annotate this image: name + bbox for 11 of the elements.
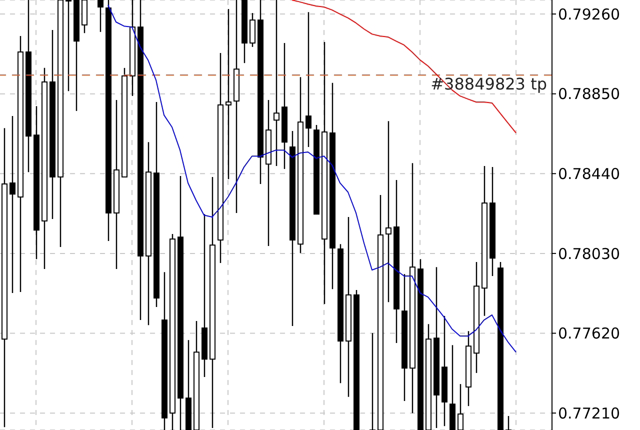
candlestick xyxy=(386,120,392,303)
y-tick-label: 0.79260 xyxy=(558,5,620,24)
y-tick-label: 0.78030 xyxy=(558,244,620,263)
candlestick xyxy=(306,11,312,148)
candlestick xyxy=(10,115,16,294)
y-tick-label: 0.78850 xyxy=(558,85,620,104)
candlestick xyxy=(98,0,104,33)
candlestick xyxy=(250,12,256,48)
y-tick-label: 0.77620 xyxy=(558,324,620,343)
y-tick-label: 0.77210 xyxy=(558,404,620,422)
y-tick-label: 0.78440 xyxy=(558,164,620,183)
